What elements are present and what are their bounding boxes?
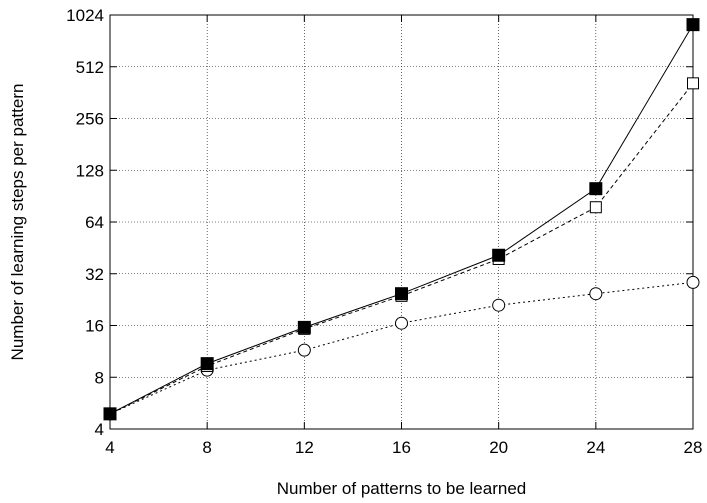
data-point-filled-square: [492, 248, 506, 262]
series-1: [103, 18, 700, 421]
data-point-filled-square: [297, 320, 311, 334]
x-tick-label: 4: [105, 438, 114, 457]
data-point-open-circle: [492, 298, 506, 312]
x-tick-label: 24: [586, 438, 605, 457]
data-point-filled-square: [103, 407, 117, 421]
data-point-open-circle: [395, 316, 408, 330]
y-tick-label: 16: [85, 317, 104, 336]
y-tick-label: 1024: [66, 6, 104, 25]
data-point-filled-square: [686, 18, 700, 32]
y-tick-label: 8: [95, 368, 104, 387]
y-tick-label: 512: [76, 58, 104, 77]
data-point-filled-square: [589, 182, 603, 196]
data-point-open-circle: [589, 287, 603, 301]
x-tick-label: 8: [202, 438, 211, 457]
series-group: [103, 18, 700, 421]
data-point-open-circle: [686, 275, 700, 289]
ticks: 4 8 12 16 20 24 28 4 8 16 32 64 128 256 512 1024: [66, 6, 702, 457]
x-tick-label: 16: [392, 438, 411, 457]
data-point-open-square: [687, 77, 699, 90]
y-tick-label: 64: [85, 213, 104, 232]
x-tick-label: 20: [489, 438, 508, 457]
x-tick-label: 28: [684, 438, 703, 457]
x-axis-title: Number of patterns to be learned: [277, 479, 526, 498]
data-point-open-square: [589, 201, 602, 214]
data-point-open-circle: [297, 343, 311, 357]
grid: [110, 15, 693, 429]
y-tick-label: 32: [85, 265, 104, 284]
data-point-filled-square: [395, 287, 408, 301]
x-tick-label: 12: [295, 438, 314, 457]
data-point-filled-square: [200, 357, 214, 371]
y-tick-label: 4: [95, 420, 104, 439]
y-tick-label: 256: [76, 110, 104, 129]
y-axis-title: Number of learning steps per pattern: [8, 84, 27, 361]
y-tick-label: 128: [76, 161, 104, 180]
